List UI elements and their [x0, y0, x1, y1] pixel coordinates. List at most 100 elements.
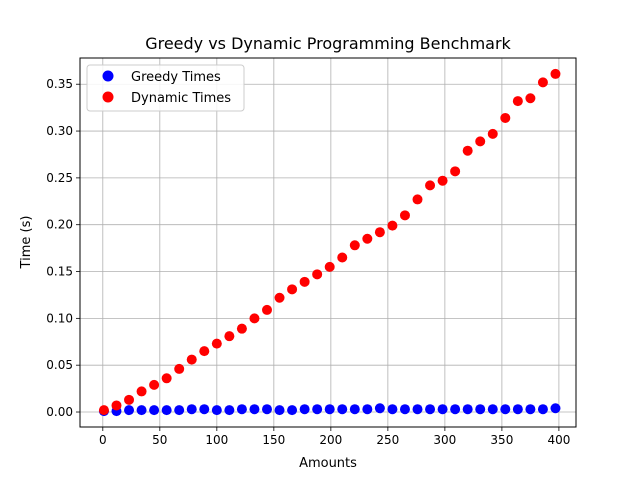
- dynamic-point: [324, 261, 335, 272]
- dynamic-point: [199, 346, 210, 357]
- x-tick-label: 250: [376, 433, 399, 447]
- dynamic-point: [312, 269, 323, 280]
- dynamic-point: [98, 405, 109, 416]
- dynamic-point: [550, 68, 561, 79]
- greedy-point: [149, 405, 160, 416]
- greedy-point: [374, 403, 385, 414]
- y-tick-label: 0.30: [46, 124, 73, 138]
- greedy-point: [387, 404, 398, 415]
- dynamic-point: [161, 373, 172, 384]
- greedy-point: [437, 404, 448, 415]
- legend-label-dynamic: Dynamic Times: [131, 91, 231, 106]
- greedy-point: [512, 404, 523, 415]
- dynamic-point: [512, 96, 523, 107]
- y-tick-label: 0.15: [46, 265, 73, 279]
- greedy-point: [537, 404, 548, 415]
- greedy-point: [462, 404, 473, 415]
- greedy-point: [450, 404, 461, 415]
- greedy-point: [199, 404, 210, 415]
- greedy-point: [186, 404, 197, 415]
- x-tick-label: 200: [319, 433, 342, 447]
- axis-ticks: 0 50 100 150 200 250 300 350 400 0.00 0.05 0.10 0.15…: [46, 77, 570, 447]
- greedy-point: [224, 405, 235, 416]
- data-points: [98, 68, 561, 417]
- dynamic-point: [174, 363, 185, 374]
- dynamic-point: [274, 292, 285, 303]
- dynamic-point: [475, 136, 486, 147]
- greedy-point: [399, 404, 410, 415]
- dynamic-point: [249, 313, 260, 324]
- dynamic-point: [450, 166, 461, 177]
- dynamic-point: [224, 331, 235, 342]
- dynamic-point: [149, 379, 160, 390]
- plot-area-frame: [79, 57, 577, 428]
- greedy-point: [425, 404, 436, 415]
- greedy-point: [475, 404, 486, 415]
- dynamic-point: [412, 194, 423, 205]
- dynamic-point: [462, 145, 473, 156]
- dynamic-point: [287, 284, 298, 295]
- legend-box: [86, 64, 245, 112]
- greedy-point: [249, 404, 260, 415]
- dynamic-point: [136, 386, 147, 397]
- greedy-point: [211, 405, 222, 416]
- x-tick-label: 50: [152, 433, 167, 447]
- y-axis-label: Time (s): [19, 216, 34, 270]
- x-tick-label: 300: [433, 433, 456, 447]
- y-tick-label: 0.05: [46, 358, 73, 372]
- greedy-point: [161, 405, 172, 416]
- dynamic-point: [425, 180, 436, 191]
- x-tick-label: 150: [262, 433, 285, 447]
- greedy-point: [349, 404, 360, 415]
- dynamic-point: [362, 233, 373, 244]
- greedy-point: [124, 405, 135, 416]
- dynamic-point: [261, 304, 272, 315]
- x-tick-label: 400: [547, 433, 570, 447]
- dynamic-point: [374, 227, 385, 238]
- greedy-point: [525, 404, 536, 415]
- dynamic-point: [111, 400, 122, 411]
- dynamic-point: [399, 210, 410, 221]
- grid-lines: [80, 58, 576, 427]
- x-tick-label: 0: [99, 433, 107, 447]
- greedy-point: [261, 404, 272, 415]
- greedy-point: [287, 405, 298, 416]
- greedy-point: [500, 404, 511, 415]
- greedy-point: [312, 404, 323, 415]
- greedy-point: [236, 404, 247, 415]
- greedy-point: [174, 405, 185, 416]
- dynamic-point: [211, 338, 222, 349]
- dynamic-point: [124, 394, 135, 405]
- x-tick-label: 350: [490, 433, 513, 447]
- dynamic-point: [437, 175, 448, 186]
- dynamic-point: [236, 323, 247, 334]
- x-axis-label: Amounts: [299, 456, 357, 471]
- x-tick-label: 100: [205, 433, 228, 447]
- y-tick-label: 0.10: [46, 311, 73, 325]
- y-tick-label: 0.35: [46, 77, 73, 91]
- dynamic-point: [537, 77, 548, 88]
- dynamic-point: [337, 252, 348, 263]
- dynamic-point: [500, 112, 511, 123]
- dynamic-point: [525, 93, 536, 104]
- legend-marker-dynamic: [102, 91, 114, 103]
- y-tick-label: 0.20: [46, 218, 73, 232]
- greedy-point: [487, 404, 498, 415]
- chart-title: Greedy vs Dynamic Programming Benchmark: [145, 34, 511, 53]
- legend-marker-greedy: [102, 70, 114, 82]
- dynamic-point: [487, 128, 498, 139]
- dynamic-point: [349, 240, 360, 251]
- greedy-point: [324, 404, 335, 415]
- legend: Greedy Times Dynamic Times: [86, 64, 245, 112]
- dynamic-point: [387, 220, 398, 231]
- dynamic-point: [186, 354, 197, 365]
- dynamic-point: [299, 276, 310, 287]
- greedy-point: [274, 405, 285, 416]
- greedy-point: [337, 404, 348, 415]
- y-tick-label: 0.00: [46, 405, 73, 419]
- y-tick-label: 0.25: [46, 171, 73, 185]
- greedy-point: [136, 405, 147, 416]
- greedy-point: [412, 404, 423, 415]
